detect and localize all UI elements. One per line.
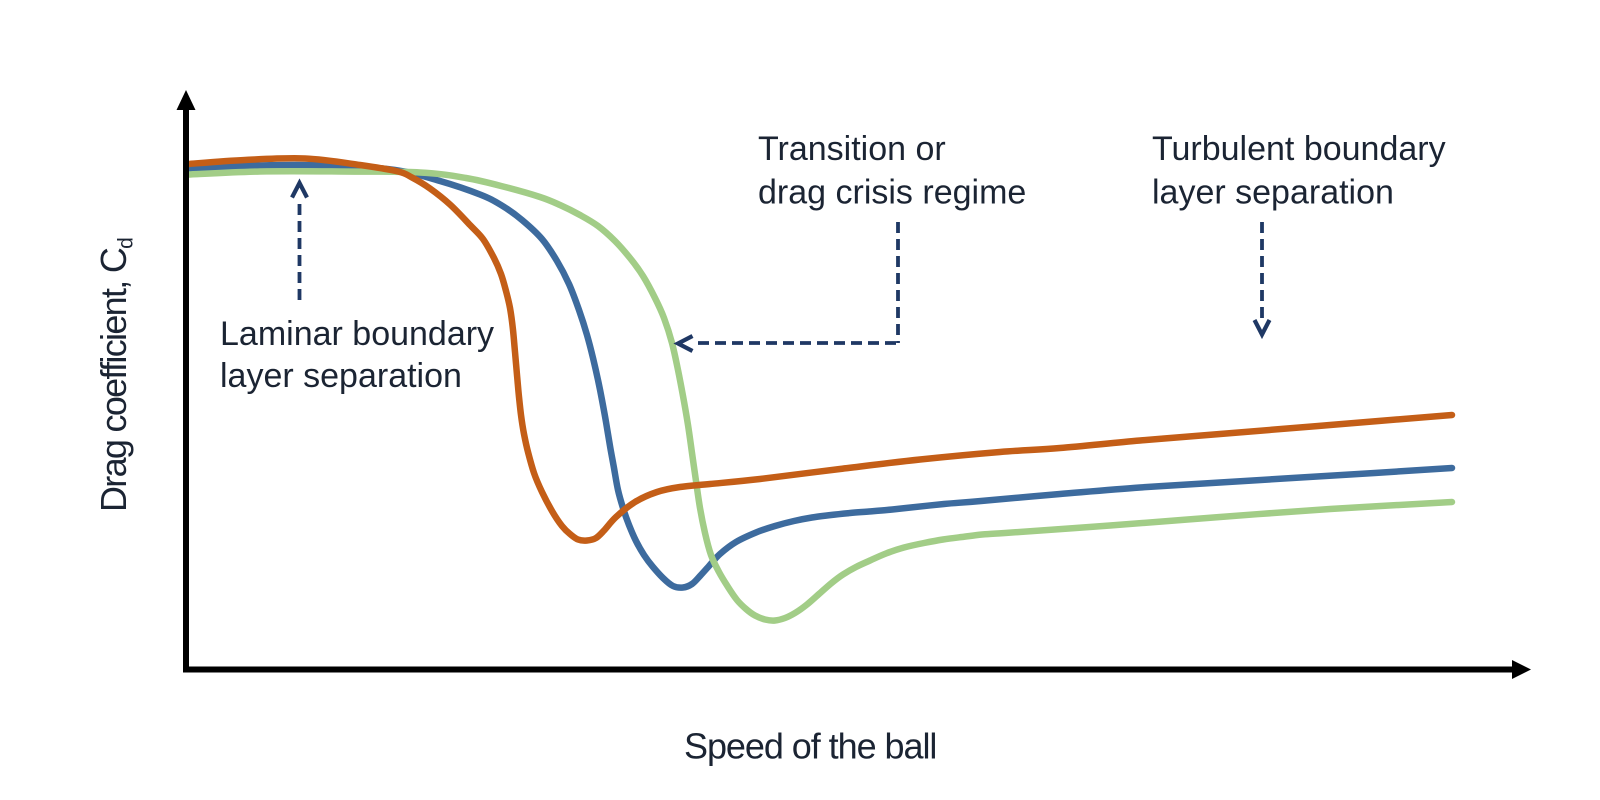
svg-text:Speed of the ball: Speed of the ball (684, 726, 936, 767)
svg-text:layer separation: layer separation (220, 357, 462, 395)
svg-text:Laminar boundary: Laminar boundary (220, 315, 494, 353)
svg-text:layer separation: layer separation (1152, 174, 1394, 212)
svg-text:Turbulent boundary: Turbulent boundary (1152, 130, 1446, 168)
svg-text:Transition or: Transition or (758, 130, 946, 168)
svg-text:drag crisis regime: drag crisis regime (758, 174, 1026, 212)
svg-text:Drag coefficient, Cd: Drag coefficient, Cd (93, 238, 138, 512)
